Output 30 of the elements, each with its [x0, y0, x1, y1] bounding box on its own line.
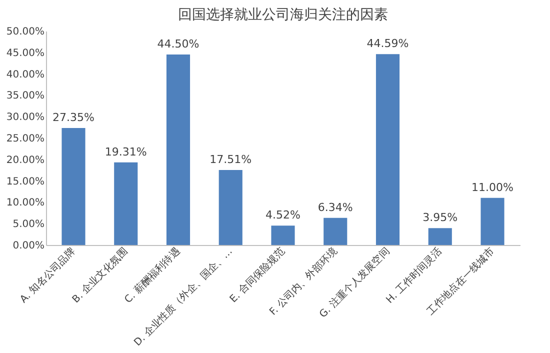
- bar: [271, 226, 295, 245]
- bar: [480, 198, 504, 245]
- y-tick-label: 40.00%: [6, 69, 44, 80]
- y-tick-label: 45.00%: [6, 48, 44, 59]
- data-label: 19.31%: [104, 145, 147, 158]
- y-tick-label: 20.00%: [6, 154, 44, 166]
- bar: [114, 162, 138, 245]
- bar: [62, 128, 86, 245]
- y-tick-label: 5.00%: [12, 219, 44, 230]
- data-label: 44.59%: [366, 37, 409, 50]
- data-label: 44.50%: [157, 38, 200, 51]
- y-tick-label: 0.00%: [12, 240, 44, 252]
- data-label: 27.35%: [52, 110, 94, 124]
- bar: [166, 54, 190, 245]
- y-tick-label: 25.00%: [6, 134, 44, 144]
- bar: [218, 170, 242, 245]
- y-tick-label: 10.00%: [6, 198, 44, 209]
- data-label: 3.95%: [422, 211, 458, 224]
- y-tick-label: 30.00%: [6, 112, 44, 124]
- data-label: 4.52%: [266, 208, 300, 222]
- data-label: 6.34%: [318, 200, 353, 214]
- bar: [324, 218, 348, 245]
- chart-title: 回国选择就业公司海归关注的因素: [178, 7, 388, 23]
- data-label: 11.00%: [472, 180, 514, 194]
- y-tick-label: 50.00%: [6, 26, 44, 38]
- data-label: 17.51%: [210, 153, 252, 166]
- bar: [428, 228, 452, 245]
- bar: [376, 54, 400, 245]
- y-tick-label: 35.00%: [6, 90, 44, 102]
- y-tick-label: 15.00%: [6, 176, 44, 188]
